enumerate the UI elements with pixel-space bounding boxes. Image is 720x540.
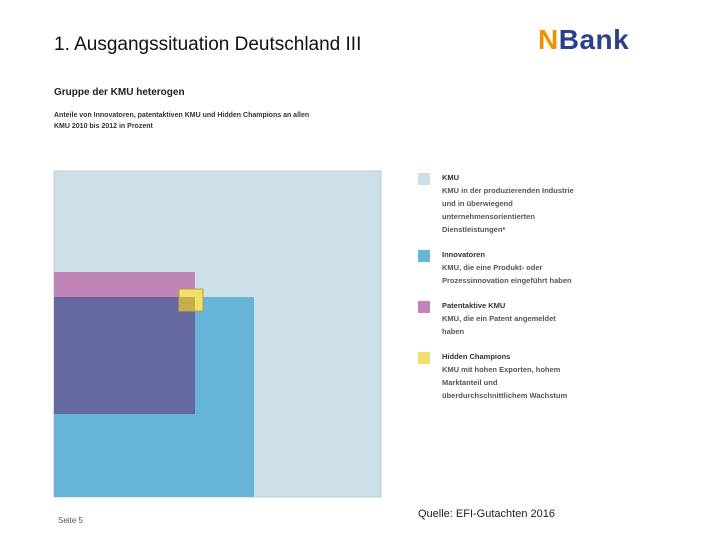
legend-swatch-hidden-champions: [418, 352, 430, 364]
legend-item-patentaktive: Patentaktive KMU KMU, die ein Patent ang…: [418, 299, 578, 338]
legend-swatch-innovatoren: [418, 250, 430, 262]
innovator-patent-overlap: [54, 297, 195, 414]
figure-title: Gruppe der KMU heterogen: [54, 87, 185, 98]
legend-name: Innovatoren: [442, 250, 485, 259]
legend: KMU KMU in der produzierenden Industrie …: [418, 171, 578, 414]
logo-text: Bank: [558, 24, 630, 55]
page-number: Seite 5: [58, 516, 83, 525]
hidden-champions-overlap: [179, 297, 195, 311]
legend-description: KMU, die ein Patent angemeldet haben: [442, 314, 556, 336]
legend-description: KMU, die eine Produkt- oder Prozessinnov…: [442, 263, 572, 285]
legend-description: KMU in der produzierenden Industrie und …: [442, 186, 574, 234]
legend-description: KMU mit hohen Exporten, hohem Marktantei…: [442, 365, 568, 400]
legend-item-innovatoren: Innovatoren KMU, die eine Produkt- oder …: [418, 248, 578, 287]
logo-mark: N: [538, 24, 559, 55]
legend-swatch-patentaktive: [418, 301, 430, 313]
nbank-logo: NBank: [538, 26, 629, 54]
legend-swatch-kmu: [418, 173, 430, 185]
slide-title: 1. Ausgangssituation Deutschland III: [54, 34, 362, 55]
figure-subtitle: Anteile von Innovatoren, patentaktiven K…: [54, 112, 310, 130]
legend-name: KMU: [442, 173, 460, 182]
source-note: Quelle: EFI-Gutachten 2016: [418, 508, 555, 520]
legend-name: Patentaktive KMU: [442, 301, 506, 310]
legend-item-kmu: KMU KMU in der produzierenden Industrie …: [418, 171, 578, 236]
legend-name: Hidden Champions: [442, 352, 511, 361]
legend-item-hidden-champions: Hidden Champions KMU mit hohen Exporten,…: [418, 350, 578, 402]
